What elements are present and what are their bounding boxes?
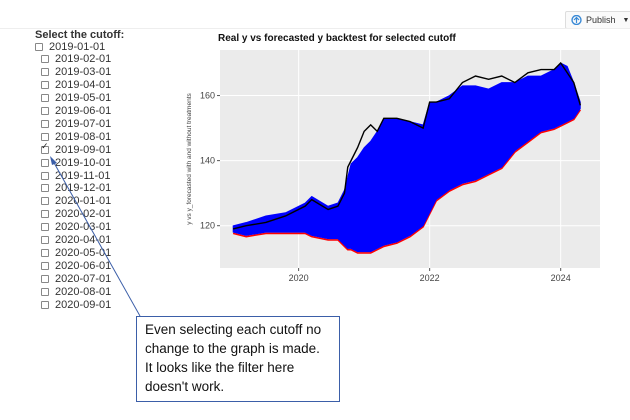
cutoff-checkbox[interactable] [41,287,49,296]
publish-icon [571,15,582,25]
cutoff-label: 2019-11-01 [55,169,111,182]
y-tick-label: 120 [200,221,215,231]
cutoff-option[interactable]: 2019-02-01 [41,53,111,66]
cutoff-checkbox[interactable] [41,184,49,193]
x-tick-label: 2022 [420,273,440,283]
cutoff-option[interactable]: 2019-11-01 [41,169,110,182]
treatment-line [232,109,582,254]
cutoff-label: 2020-06-01 [55,259,112,272]
cutoff-option[interactable]: 2020-02-01 [41,208,111,221]
cutoff-checkbox[interactable] [41,94,49,103]
y-tick-label: 160 [200,91,215,101]
cutoff-label: 2019-03-01 [55,66,112,79]
annotation-callout: Even selecting each cutoff no change to … [136,316,340,402]
cutoff-checkbox[interactable] [41,236,49,244]
publish-label: Publish [586,15,616,25]
cutoff-label: 2020-03-01 [55,221,112,234]
cutoff-label: 2019-01-01 [49,40,106,53]
cutoff-option[interactable]: 2020-05-01 [41,246,111,259]
cutoff-checkbox[interactable] [41,223,49,232]
cutoff-label: 2019-12-01 [55,182,112,195]
filter-title: Select the cutoff: [35,29,125,41]
cutoff-label: 2019-04-01 [55,79,112,92]
cutoff-label: 2020-02-01 [55,208,112,221]
cutoff-option[interactable]: 2019-07-01 [41,117,111,130]
cutoff-label: 2019-07-01 [55,117,112,130]
cutoff-checkbox[interactable] [41,55,49,64]
y-axis-label: y vs y_forecasted with and without treat… [186,93,193,225]
cutoff-option[interactable]: 2020-08-01 [41,285,111,298]
cutoff-checkbox[interactable] [41,261,49,270]
cutoff-option[interactable]: 2019-04-01 [41,79,111,92]
cutoff-checkbox[interactable] [41,197,49,206]
cutoff-label: 2020-09-01 [55,298,112,311]
cutoff-checkbox[interactable] [41,119,49,128]
cutoff-option[interactable]: 2019-12-01 [41,182,111,195]
cutoff-checkbox[interactable] [41,158,49,167]
cutoff-label: 2019-09-01 [55,143,112,156]
cutoff-label: 2019-08-01 [55,130,112,143]
annotation-text: Even selecting each cutoff no change to … [145,322,322,394]
cutoff-option[interactable]: 2020-09-01 [41,298,111,311]
forecast-chart: 120 140 160 2020 2022 2024 y vs y_forecasted w… [186,50,600,283]
header-divider [0,28,630,29]
cutoff-option[interactable]: 2020-04-01 [41,234,111,247]
cutoff-checkbox[interactable] [41,274,49,283]
cutoff-label: 2020-05-01 [55,246,112,259]
cutoff-option[interactable]: 2019-09-01 [41,142,112,156]
y-tick-label: 140 [200,156,215,166]
chart-title: Real y vs forecasted y backtest for sele… [218,33,456,44]
cutoff-option[interactable]: 2019-03-01 [41,66,111,79]
cutoff-option[interactable]: 2020-07-01 [41,272,111,285]
cutoff-checkbox[interactable] [41,300,49,309]
cutoff-option[interactable]: 2019-08-01 [41,130,111,143]
cutoff-checkbox[interactable] [41,210,49,219]
cutoff-label: 2020-04-01 [55,234,112,246]
cutoff-label: 2020-08-01 [55,285,112,298]
cutoff-label: 2020-07-01 [55,272,112,285]
cutoff-label: 2019-02-01 [55,53,112,66]
cutoff-option[interactable]: 2019-10-01 [41,156,111,169]
cutoff-label: 2020-01-01 [55,195,112,208]
cutoff-checkbox[interactable] [41,142,49,154]
cutoff-label: 2019-10-01 [55,156,112,169]
cutoff-checkbox[interactable] [41,81,49,90]
cutoff-label: 2019-06-01 [55,105,112,117]
x-tick-label: 2020 [289,273,309,283]
cutoff-option[interactable]: 2019-01-01 [35,40,105,53]
cutoff-checkbox[interactable] [41,248,49,257]
cutoff-checkbox[interactable] [35,42,43,51]
real-line [232,61,582,230]
cutoff-option[interactable]: 2020-06-01 [41,259,111,272]
cutoff-option[interactable]: 2020-03-01 [41,221,111,234]
cutoff-checkbox[interactable] [41,132,49,141]
cutoff-checkbox[interactable] [41,68,49,77]
cutoff-option[interactable]: 2019-05-01 [41,92,111,105]
caret-down-icon: ▼ [622,16,630,24]
cutoff-option[interactable]: 2019-06-01 [41,105,111,118]
publish-button[interactable]: Publish ▼ [565,11,630,29]
cutoff-label: 2019-05-01 [55,92,112,105]
cutoff-checkbox[interactable] [41,171,49,180]
cutoff-checkbox[interactable] [41,107,49,115]
x-tick-label: 2024 [551,273,571,283]
cutoff-option[interactable]: 2020-01-01 [41,195,111,208]
